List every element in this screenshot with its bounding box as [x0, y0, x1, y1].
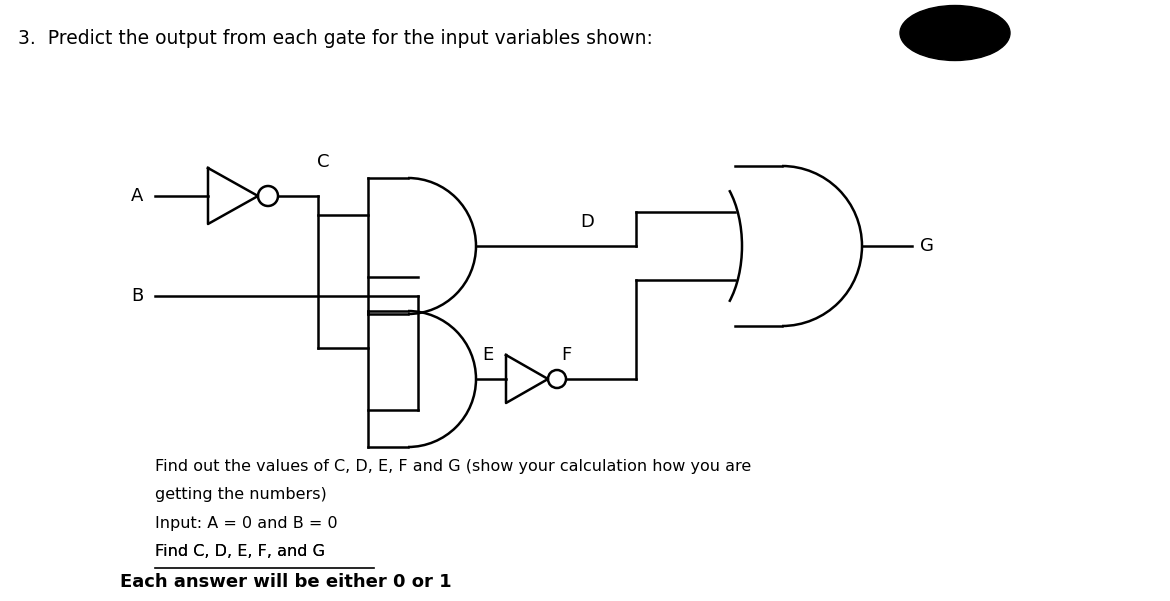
Text: G: G: [920, 237, 934, 255]
Text: E: E: [482, 346, 494, 364]
Text: A: A: [131, 187, 143, 205]
Text: Find C, D, E, F, and G: Find C, D, E, F, and G: [154, 545, 325, 560]
Text: Input: A = 0 and B = 0: Input: A = 0 and B = 0: [154, 516, 338, 531]
Text: F: F: [560, 346, 571, 364]
Text: D: D: [580, 213, 594, 231]
Text: getting the numbers): getting the numbers): [154, 487, 326, 502]
Text: B: B: [131, 287, 143, 305]
Text: Find C, D, E, F, and G: Find C, D, E, F, and G: [154, 545, 325, 560]
Text: C: C: [317, 153, 329, 171]
Text: 3.  Predict the output from each gate for the input variables shown:: 3. Predict the output from each gate for…: [18, 29, 653, 48]
Ellipse shape: [900, 5, 1010, 61]
Text: Each answer will be either 0 or 1: Each answer will be either 0 or 1: [121, 573, 452, 591]
Text: Find out the values of C, D, E, F and G (show your calculation how you are: Find out the values of C, D, E, F and G …: [154, 459, 751, 474]
